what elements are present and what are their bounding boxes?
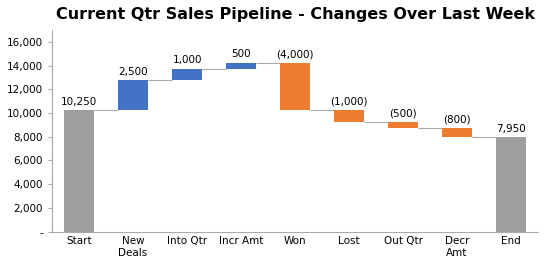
Bar [64, 110, 94, 232]
Text: 2,500: 2,500 [118, 67, 148, 77]
Bar [172, 69, 202, 81]
Text: 7,950: 7,950 [496, 124, 526, 134]
Title: Current Qtr Sales Pipeline - Changes Over Last Week: Current Qtr Sales Pipeline - Changes Ove… [56, 7, 535, 22]
Bar [388, 122, 418, 128]
Text: (800): (800) [443, 114, 471, 124]
Text: 1,000: 1,000 [172, 55, 202, 65]
Bar [334, 110, 364, 122]
Text: 500: 500 [231, 49, 251, 59]
Bar [118, 81, 148, 110]
Bar [496, 137, 526, 232]
Bar [280, 63, 310, 110]
Text: (500): (500) [389, 108, 417, 118]
Text: (4,000): (4,000) [276, 49, 314, 59]
Text: (1,000): (1,000) [330, 96, 368, 107]
Text: 10,250: 10,250 [61, 96, 97, 107]
Bar [442, 128, 472, 137]
Bar [226, 63, 256, 69]
